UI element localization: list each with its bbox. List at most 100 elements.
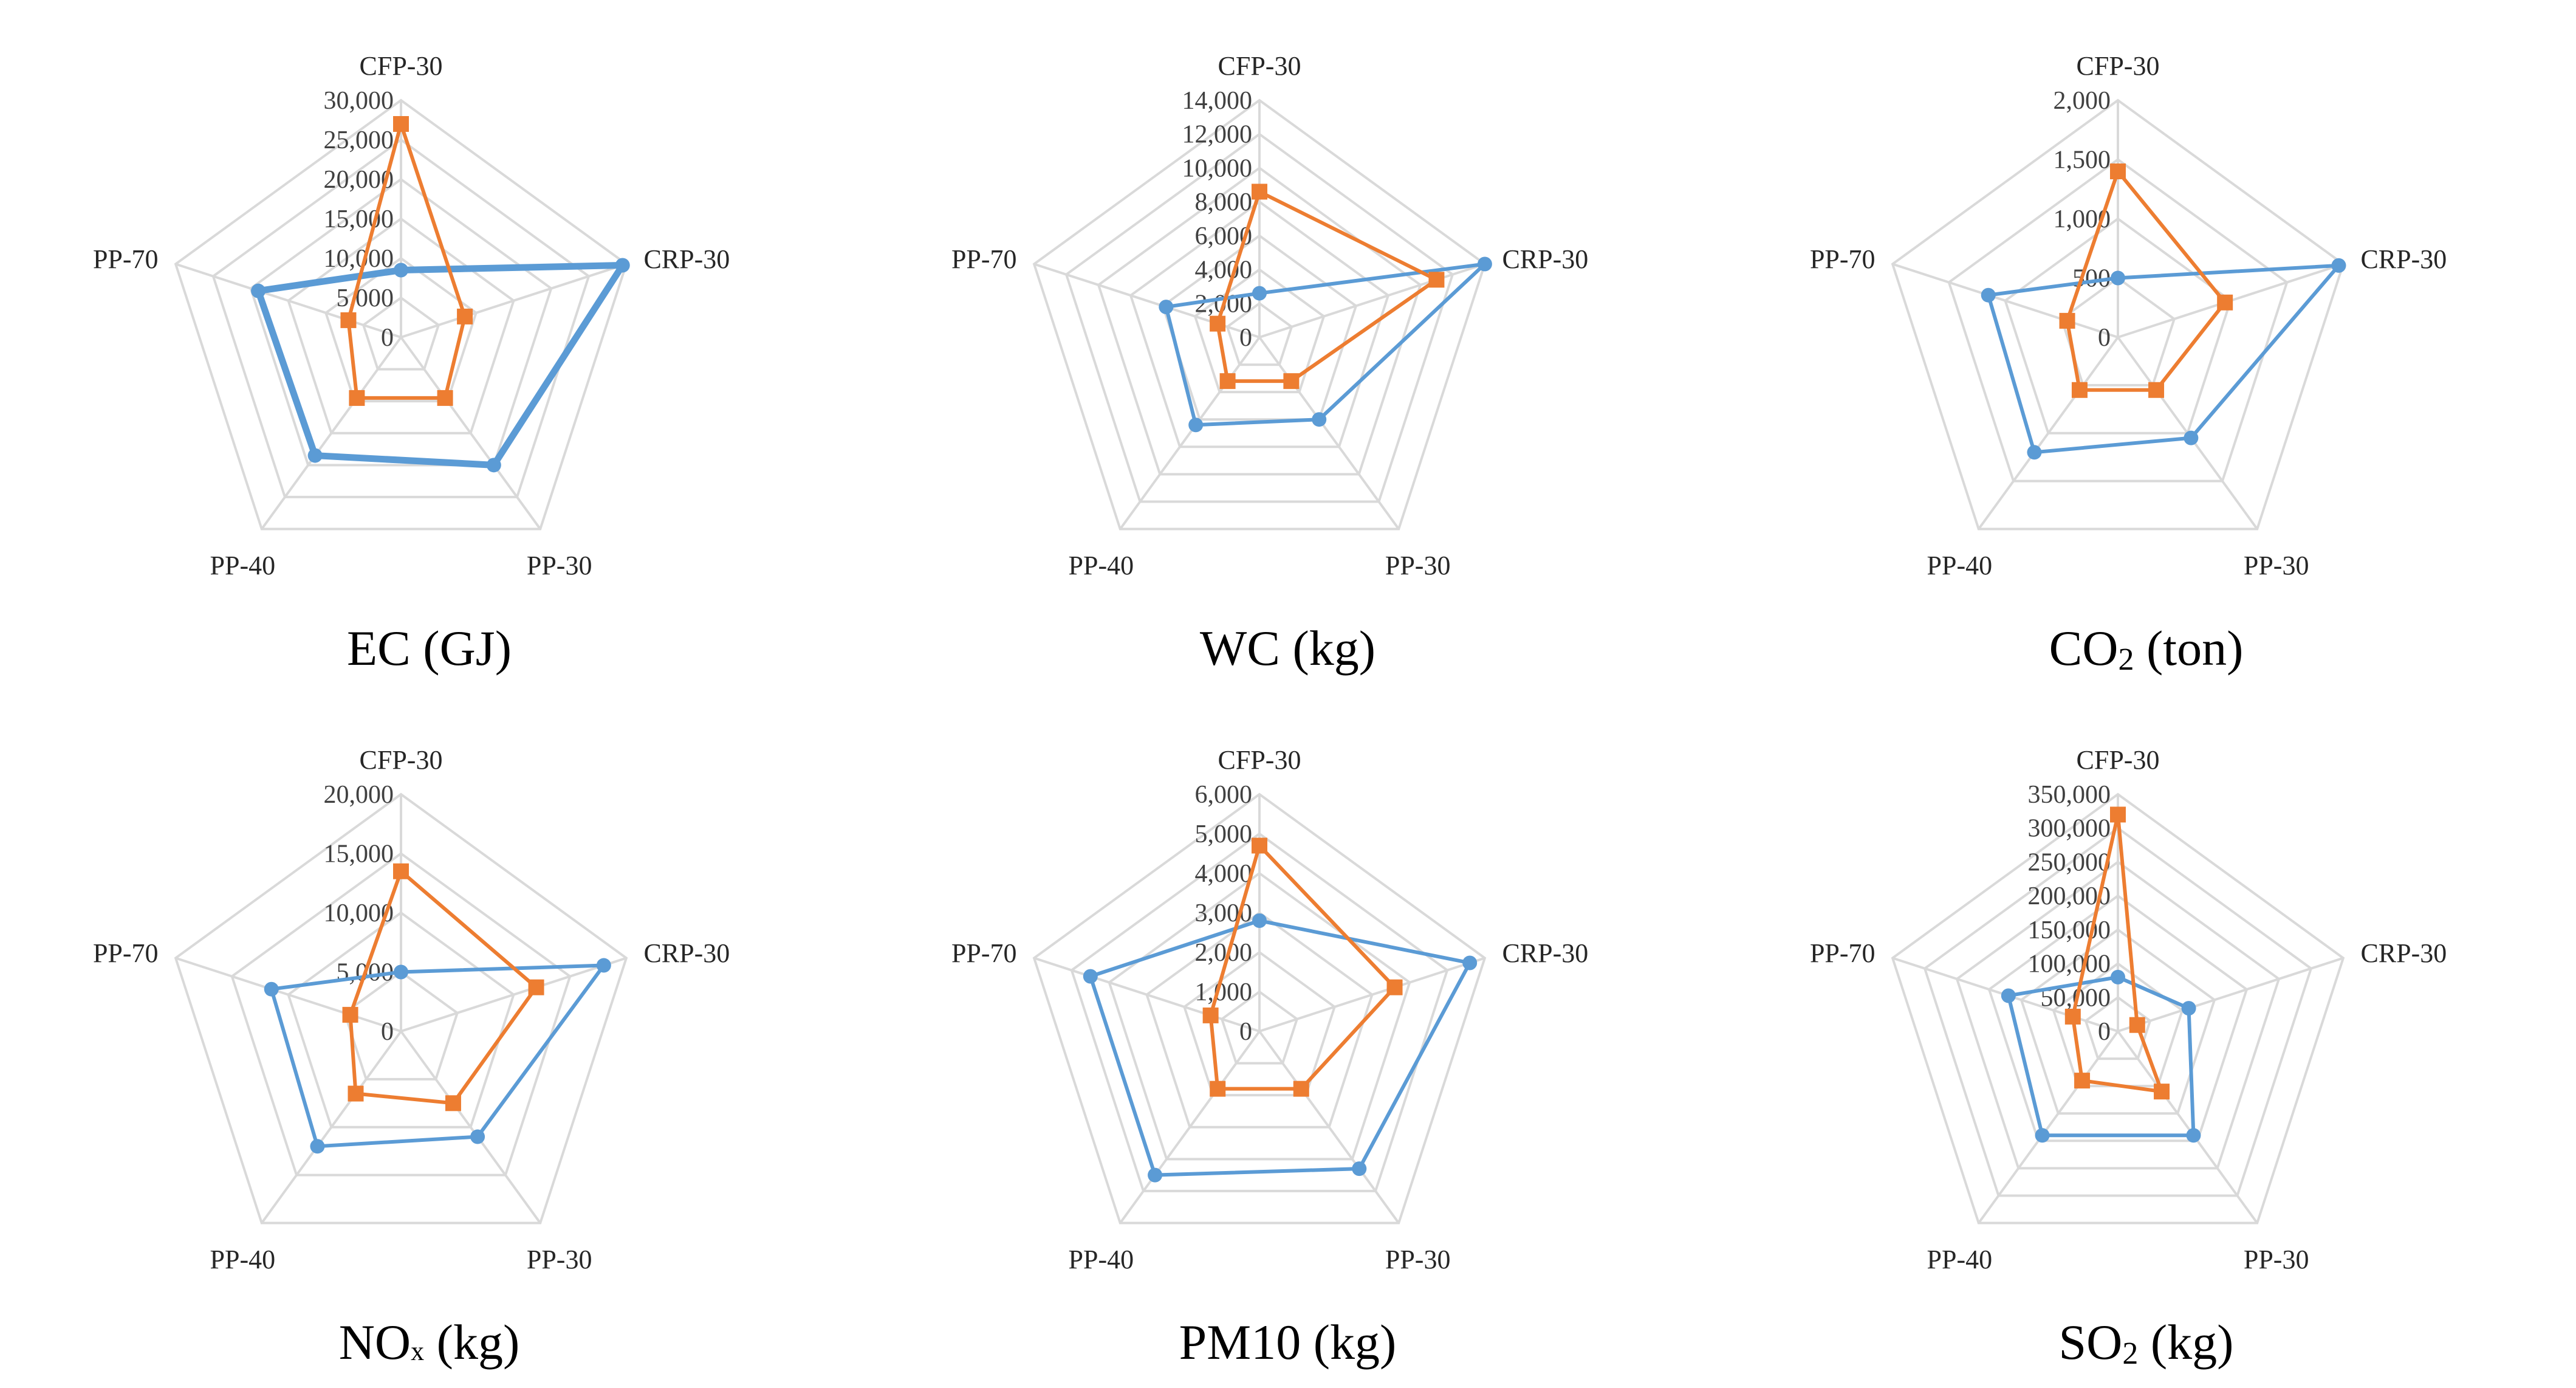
data-point bbox=[2217, 294, 2233, 311]
panel-title-main: CO bbox=[2049, 620, 2119, 676]
series-line bbox=[1986, 263, 2341, 455]
radar-panel: 0 5,000 10,000 15,000 20,000 25,000 30,000 CFP-… bbox=[0, 0, 858, 694]
data-point bbox=[1148, 1167, 1163, 1183]
axis-label: PP-70 bbox=[1810, 244, 1875, 274]
axis-label: CRP-30 bbox=[643, 244, 730, 274]
axis-label: PP-30 bbox=[1385, 1245, 1451, 1274]
axis-label: CRP-30 bbox=[1502, 244, 1588, 274]
data-point bbox=[2064, 1008, 2081, 1025]
axis-label: PP-70 bbox=[951, 938, 1017, 968]
data-point bbox=[1159, 300, 1174, 315]
panel-title: SO2 (kg) bbox=[1717, 1314, 2575, 1372]
panel-title-unit: (kg) bbox=[424, 1314, 520, 1370]
axis-label: PP-40 bbox=[210, 551, 276, 580]
axis-spoke bbox=[261, 336, 402, 530]
axis-label: CRP-30 bbox=[1502, 938, 1588, 968]
data-point bbox=[1352, 1161, 1367, 1177]
tick-label: 5,000 bbox=[1195, 820, 1253, 848]
axis-spoke bbox=[400, 263, 627, 338]
grid-ring bbox=[361, 296, 440, 371]
grid-ring bbox=[2019, 928, 2216, 1115]
tick-label: 0 bbox=[1239, 324, 1252, 352]
data-point bbox=[2001, 988, 2016, 1003]
grid-ring bbox=[174, 98, 628, 531]
grid-ring bbox=[1987, 894, 2249, 1142]
axis-spoke bbox=[1119, 1030, 1261, 1224]
panel-title-subscript: 2 bbox=[2118, 642, 2134, 677]
radar-svg: 01,0002,0003,0004,0005,0006,000CFP-30CRP… bbox=[951, 745, 1588, 1274]
data-point bbox=[393, 863, 409, 879]
panel-title-subscript: 2 bbox=[2122, 1336, 2139, 1371]
grid-ring bbox=[230, 852, 572, 1177]
tick-label: 20,000 bbox=[324, 781, 394, 809]
axis-spoke bbox=[2117, 1030, 2258, 1224]
grid-ring bbox=[1032, 792, 1487, 1225]
tick-label: 0 bbox=[2098, 1018, 2111, 1046]
data-point bbox=[437, 390, 453, 406]
axis-label: CFP-30 bbox=[2077, 51, 2160, 81]
axis-spoke bbox=[400, 1030, 541, 1224]
tick-label: 4,000 bbox=[1195, 256, 1253, 284]
axis-label: CFP-30 bbox=[2077, 745, 2160, 775]
data-point bbox=[394, 964, 408, 980]
data-point bbox=[393, 116, 409, 132]
grid-ring bbox=[1108, 871, 1411, 1161]
data-point bbox=[1219, 373, 1236, 390]
grid-ring bbox=[1225, 301, 1293, 366]
data-point bbox=[2111, 969, 2125, 984]
data-point bbox=[2184, 430, 2199, 445]
radar-panel: 0 1,000 2,000 3,000 4,000 5,000 6,000 CFP-30 CRP… bbox=[858, 694, 1717, 1388]
data-point bbox=[2027, 445, 2042, 460]
panel-title-main: NO bbox=[338, 1314, 411, 1370]
axis-label: PP-30 bbox=[2244, 1245, 2309, 1274]
tick-label: 4,000 bbox=[1195, 860, 1253, 888]
axis-label: CFP-30 bbox=[1218, 51, 1301, 81]
radar-svg: 05,00010,00015,00020,00025,00030,000CFP-… bbox=[93, 51, 730, 580]
tick-label: 250,000 bbox=[2028, 848, 2111, 876]
panel-title: NOx (kg) bbox=[0, 1314, 858, 1371]
grid-ring bbox=[1064, 132, 1454, 503]
axis-spoke bbox=[1119, 336, 1261, 530]
panel-title: EC (GJ) bbox=[0, 620, 858, 677]
data-point bbox=[310, 1139, 325, 1154]
data-point bbox=[2154, 1084, 2170, 1100]
grid-ring bbox=[1193, 268, 1326, 394]
axis-label: CRP-30 bbox=[643, 938, 730, 968]
data-point bbox=[1210, 315, 1226, 332]
data-point bbox=[1252, 913, 1267, 928]
axis-spoke bbox=[1978, 336, 2119, 530]
series-line bbox=[1216, 190, 1439, 383]
radar-svg: 02,0004,0006,0008,00010,00012,00014,000C… bbox=[951, 51, 1588, 580]
series-line bbox=[346, 122, 467, 400]
data-point bbox=[486, 458, 501, 473]
tick-label: 150,000 bbox=[2028, 916, 2111, 944]
axis-label: PP-40 bbox=[1927, 1245, 1993, 1274]
panel-title: PM10 (kg) bbox=[858, 1314, 1717, 1371]
series-line bbox=[1208, 843, 1397, 1091]
grid-ring bbox=[1220, 990, 1299, 1065]
tick-label: 10,000 bbox=[324, 245, 394, 273]
grid-ring bbox=[1955, 860, 2281, 1170]
data-point bbox=[615, 258, 630, 273]
data-point bbox=[1386, 979, 1403, 995]
data-point bbox=[1462, 955, 1478, 971]
tick-label: 0 bbox=[2098, 324, 2111, 352]
axis-label: CFP-30 bbox=[360, 745, 443, 775]
grid-ring bbox=[1032, 98, 1487, 531]
data-point bbox=[2111, 270, 2125, 286]
series-line bbox=[1088, 919, 1472, 1177]
radar-panel: 0 50,000 100,000 150,000 200,000 250,000 300,0… bbox=[1717, 694, 2575, 1388]
axis-spoke bbox=[2117, 957, 2344, 1032]
tick-label: 0 bbox=[381, 324, 394, 352]
grid-ring bbox=[1923, 826, 2313, 1197]
data-point bbox=[528, 979, 544, 995]
tick-label: 14,000 bbox=[1182, 87, 1253, 115]
axis-label: PP-30 bbox=[2244, 551, 2309, 580]
data-point bbox=[2074, 1073, 2091, 1089]
axis-spoke bbox=[175, 263, 402, 338]
series-line bbox=[2071, 813, 2164, 1094]
grid-ring bbox=[1097, 166, 1422, 476]
radar-svg: 05001,0001,5002,000CFP-30CRP-30PP-30PP-4… bbox=[1810, 51, 2447, 580]
data-point bbox=[2071, 382, 2088, 398]
